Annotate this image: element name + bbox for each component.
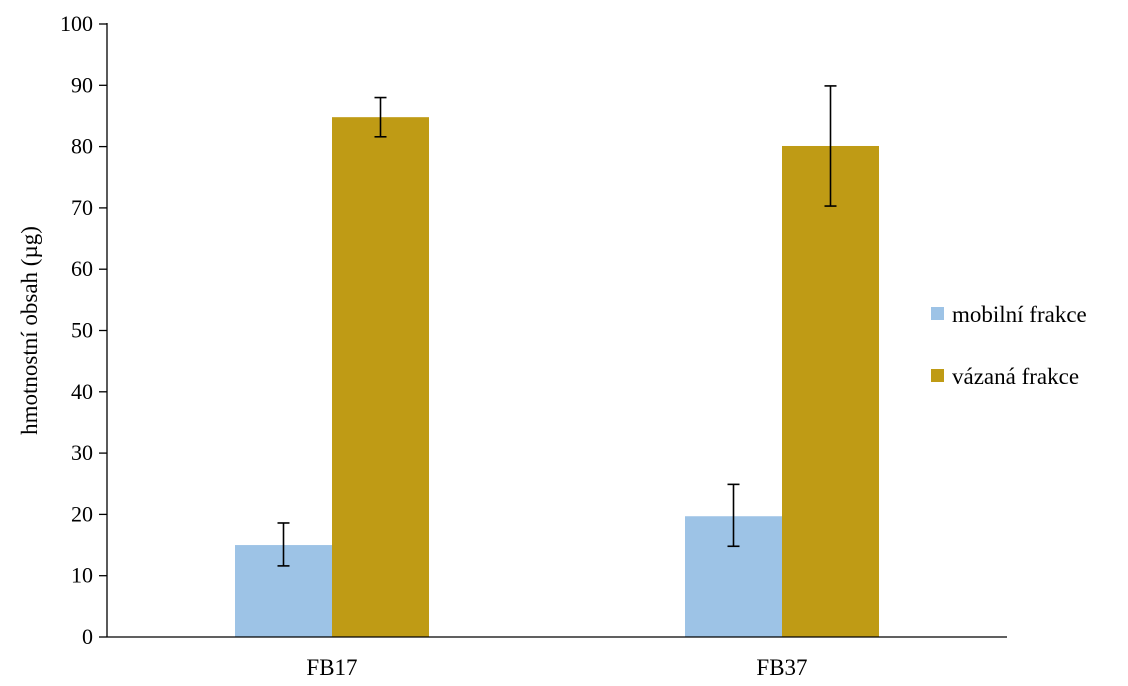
error-bars xyxy=(277,85,837,567)
y-tick-label: 40 xyxy=(71,379,93,404)
y-tick-label: 80 xyxy=(71,134,93,159)
y-tick-label: 70 xyxy=(71,195,93,220)
y-tick-label: 90 xyxy=(71,72,93,97)
y-tick-label: 50 xyxy=(71,318,93,343)
axes xyxy=(106,23,1007,638)
y-tick-label: 20 xyxy=(71,501,93,526)
legend-label-series-2: vázaná frakce xyxy=(952,364,1079,389)
x-category-label: FB37 xyxy=(756,655,807,680)
legend: mobilní frakce vázaná frakce xyxy=(931,302,1087,389)
y-axis-ticks: 0 10 20 30 40 50 60 70 80 90 100 xyxy=(60,11,107,649)
x-category-label: FB17 xyxy=(306,655,357,680)
y-tick-label: 0 xyxy=(82,624,93,649)
legend-swatch-series-1 xyxy=(931,307,944,320)
y-tick-label: 60 xyxy=(71,256,93,281)
legend-label-series-1: mobilní frakce xyxy=(952,302,1087,327)
bars xyxy=(235,117,879,637)
y-axis-title-group: hmotnostní obsah (µg) xyxy=(17,226,42,435)
x-axis-categories: FB17 FB37 xyxy=(306,655,807,680)
legend-swatch-series-2 xyxy=(931,369,944,382)
y-tick-label: 100 xyxy=(60,11,93,36)
y-axis-title: hmotnostní obsah (µg) xyxy=(17,226,42,435)
y-tick-label: 30 xyxy=(71,440,93,465)
bar-fb17-series-2 xyxy=(332,117,429,637)
y-tick-label: 10 xyxy=(71,563,93,588)
bar-fb37-series-2 xyxy=(782,145,879,637)
